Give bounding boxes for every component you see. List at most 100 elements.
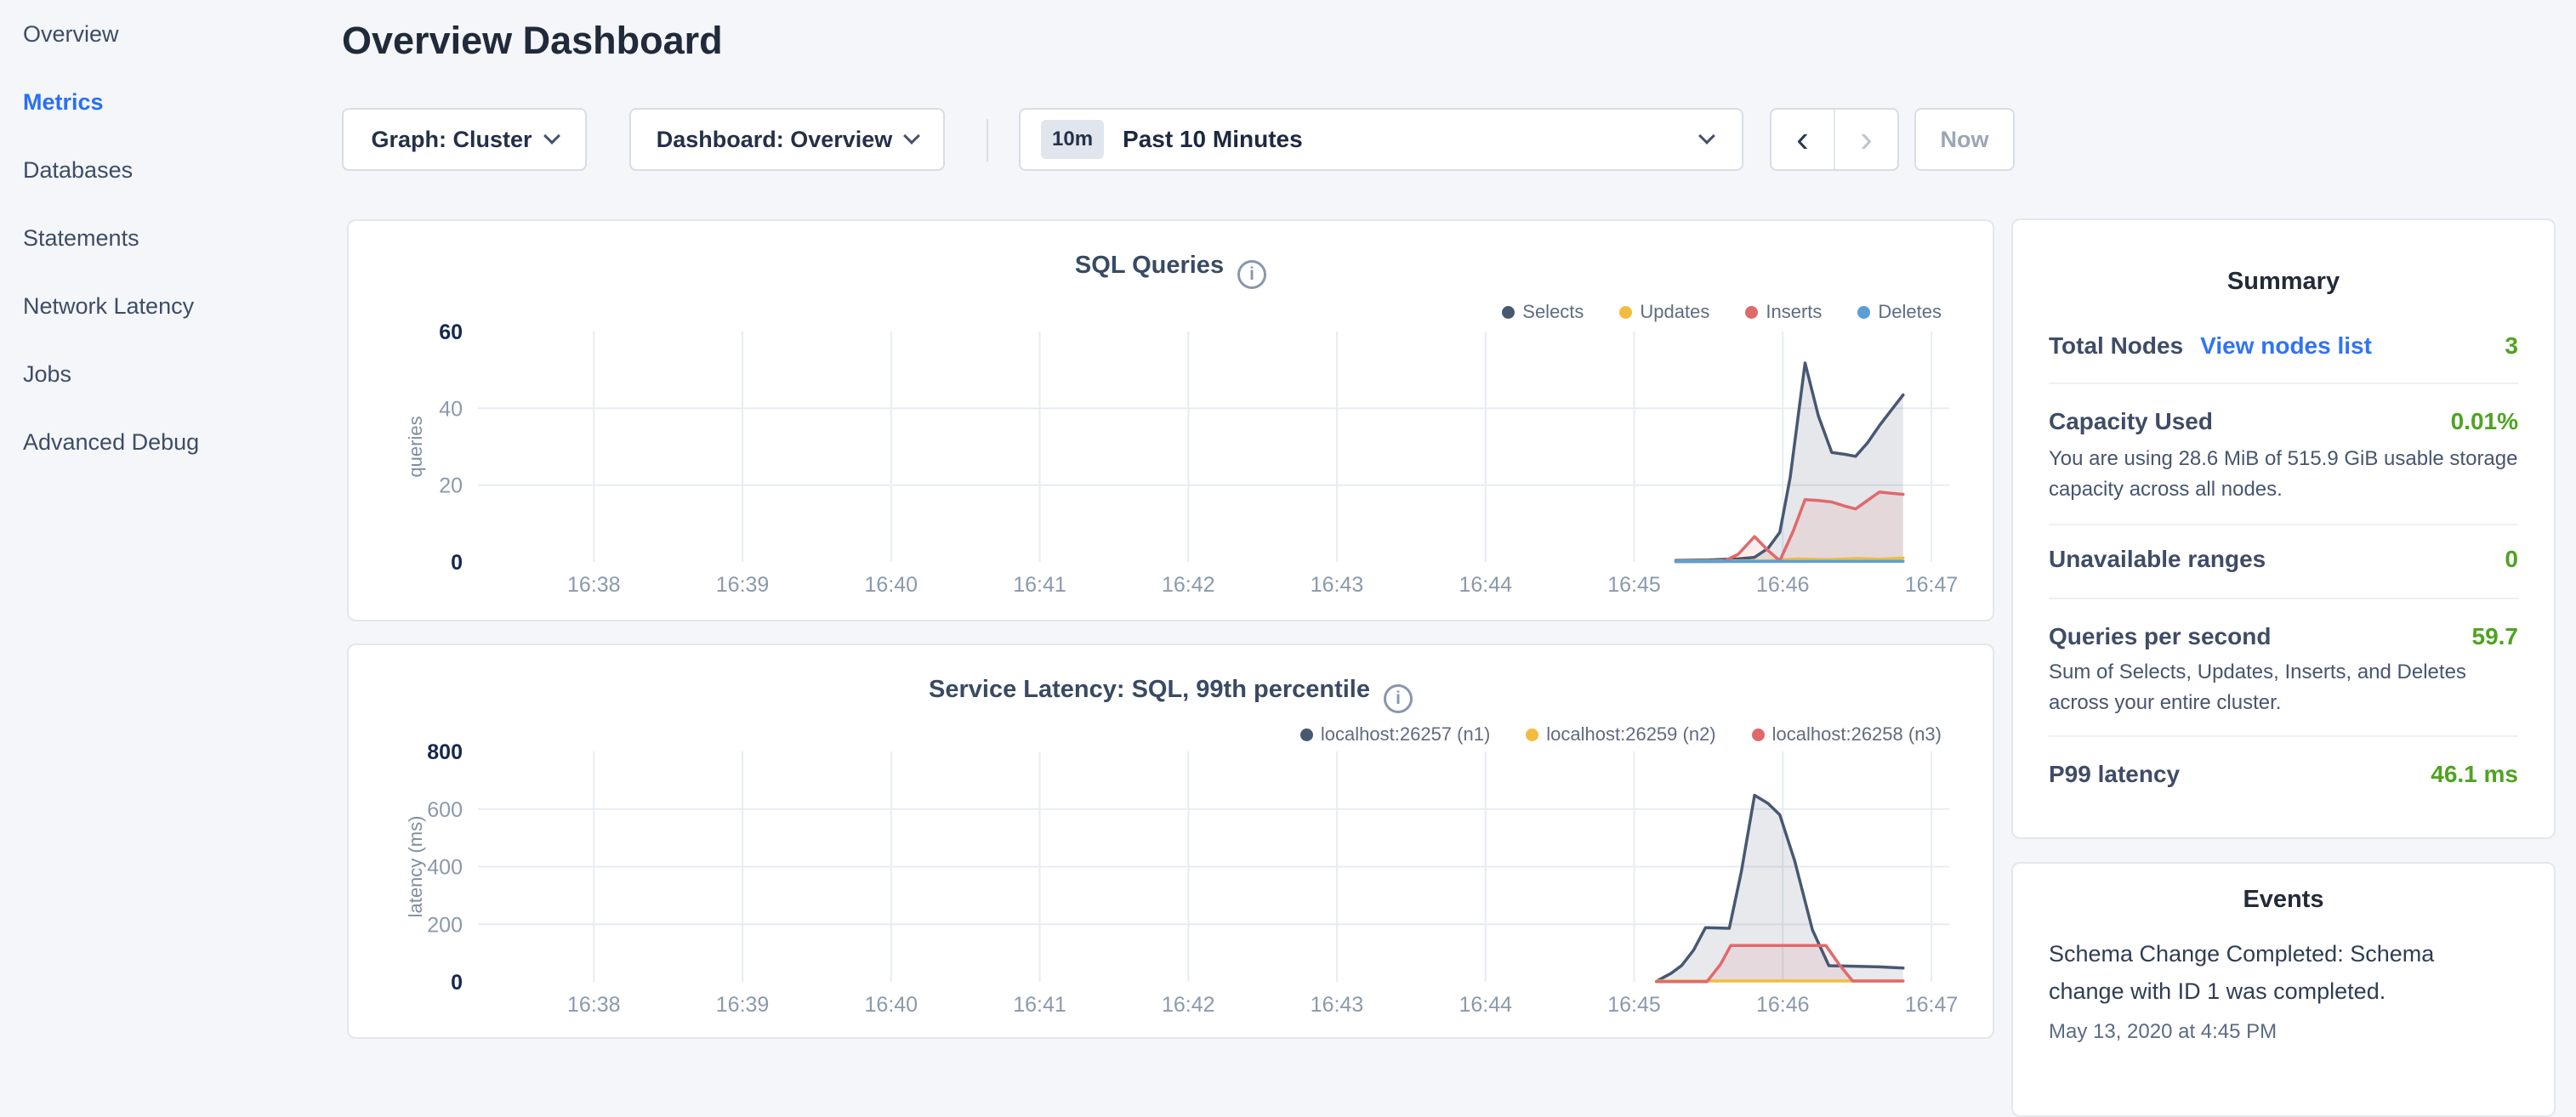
svg-text:16:46: 16:46 (1756, 993, 1810, 1017)
queries-per-second-description: Sum of Selects, Updates, Inserts, and De… (2049, 657, 2527, 718)
sidebar-item-metrics[interactable]: Metrics (23, 68, 342, 136)
svg-text:16:46: 16:46 (1756, 573, 1810, 597)
time-range-dropdown[interactable]: 10m Past 10 Minutes (1019, 108, 1743, 171)
svg-text:16:45: 16:45 (1607, 993, 1661, 1017)
legend-dot-icon (1526, 729, 1538, 741)
info-icon[interactable]: i (1384, 684, 1413, 713)
sidebar-item-network-latency[interactable]: Network Latency (23, 272, 342, 340)
time-range-badge: 10m (1041, 120, 1104, 159)
event-item-text[interactable]: Schema Change Completed: Schema change w… (2049, 935, 2474, 1010)
svg-text:16:39: 16:39 (716, 573, 770, 597)
total-nodes-label: Total Nodes (2049, 332, 2183, 360)
svg-text:0: 0 (451, 551, 463, 575)
summary-title: Summary (2013, 268, 2554, 296)
summary-row-p99-latency: P99 latency 46.1 ms (2049, 761, 2518, 788)
svg-text:600: 600 (427, 798, 463, 822)
legend-label: Deletes (1878, 301, 1942, 323)
svg-text:16:41: 16:41 (1013, 993, 1066, 1017)
capacity-used-label: Capacity Used (2049, 408, 2213, 435)
queries-per-second-label: Queries per second (2049, 623, 2271, 650)
summary-panel: Summary Total Nodes View nodes list 3 Ca… (2011, 218, 2556, 839)
sql-queries-chart: 16:38 16:39 16:40 16:41 16:42 16:43 16:44 16:45… (349, 323, 1993, 616)
chevron-down-icon (543, 128, 560, 145)
legend-dot-icon (1619, 306, 1632, 319)
legend-dot-icon (1752, 729, 1765, 741)
unavailable-ranges-label: Unavailable ranges (2049, 546, 2266, 573)
graph-selector-dropdown[interactable]: Graph: Cluster (342, 108, 587, 171)
capacity-used-value: 0.01% (2451, 408, 2518, 435)
legend-dot-icon (1300, 729, 1313, 741)
legend-label: Selects (1522, 301, 1584, 323)
unavailable-ranges-value: 0 (2505, 546, 2518, 573)
page-title: Overview Dashboard (342, 19, 723, 63)
svg-text:16:45: 16:45 (1607, 573, 1661, 597)
svg-text:800: 800 (427, 743, 463, 764)
svg-text:16:38: 16:38 (567, 573, 621, 597)
legend-item[interactable]: Inserts (1745, 301, 1822, 323)
previous-time-button[interactable]: ‹ (1771, 110, 1835, 169)
svg-text:16:47: 16:47 (1905, 993, 1959, 1017)
sql-queries-legend: Selects Updates Inserts Deletes (1502, 301, 1942, 323)
svg-text:queries: queries (405, 416, 426, 477)
chevron-down-icon (903, 128, 920, 145)
legend-dot-icon (1502, 306, 1515, 319)
svg-text:16:40: 16:40 (865, 573, 918, 597)
dashboard-selector-dropdown[interactable]: Dashboard: Overview (629, 108, 945, 171)
svg-text:latency (ms): latency (ms) (405, 816, 426, 918)
p99-latency-value: 46.1 ms (2431, 761, 2518, 788)
sidebar-item-advanced-debug[interactable]: Advanced Debug (23, 408, 342, 476)
divider (2049, 383, 2518, 384)
svg-text:16:43: 16:43 (1311, 993, 1364, 1017)
time-range-label: Past 10 Minutes (1123, 126, 1303, 153)
p99-latency-label: P99 latency (2049, 761, 2180, 788)
legend-item[interactable]: Selects (1502, 301, 1584, 323)
queries-per-second-value: 59.7 (2472, 623, 2519, 650)
next-time-button[interactable]: › (1835, 110, 1897, 169)
now-button[interactable]: Now (1914, 108, 2015, 171)
divider (2049, 524, 2518, 525)
overview-dashboard-page: { "sidebar": { "items": [ {"label": "Ove… (0, 0, 2576, 1051)
sql-queries-chart-card: SQL Queries i Selects Updates Inserts Delete… (347, 219, 1994, 621)
legend-dot-icon (1857, 306, 1870, 319)
service-latency-chart-title: Service Latency: SQL, 99th percentile (929, 676, 1370, 703)
legend-item[interactable]: Updates (1619, 301, 1709, 323)
svg-text:40: 40 (439, 397, 463, 421)
svg-text:16:44: 16:44 (1459, 993, 1513, 1017)
service-latency-chart-card: Service Latency: SQL, 99th percentile i l… (347, 644, 1994, 1039)
sql-queries-chart-title: SQL Queries (1075, 252, 1224, 279)
svg-text:60: 60 (439, 323, 463, 344)
chevron-down-icon (1698, 128, 1715, 145)
sidebar-item-databases[interactable]: Databases (23, 136, 342, 204)
legend-dot-icon (1745, 306, 1758, 319)
svg-text:0: 0 (451, 971, 463, 995)
divider (2049, 598, 2518, 599)
time-step-button-group: ‹ › (1770, 108, 1899, 171)
chart-title-row: Service Latency: SQL, 99th percentile i (349, 676, 1993, 713)
events-panel: Events Schema Change Completed: Schema c… (2011, 862, 2556, 1117)
sidebar-item-statements[interactable]: Statements (23, 204, 342, 272)
summary-row-unavailable-ranges: Unavailable ranges 0 (2049, 546, 2518, 573)
summary-row-queries-per-second: Queries per second 59.7 (2049, 623, 2518, 650)
sidebar-item-overview[interactable]: Overview (23, 0, 342, 68)
view-nodes-list-link[interactable]: View nodes list (2200, 332, 2372, 360)
legend-label: Updates (1640, 301, 1709, 323)
sidebar-item-jobs[interactable]: Jobs (23, 340, 342, 408)
svg-text:16:42: 16:42 (1162, 573, 1215, 597)
svg-text:400: 400 (427, 856, 463, 880)
svg-text:16:47: 16:47 (1905, 573, 1959, 597)
svg-text:16:43: 16:43 (1311, 573, 1364, 597)
svg-text:16:38: 16:38 (567, 993, 621, 1017)
svg-text:16:39: 16:39 (716, 993, 770, 1017)
svg-text:200: 200 (427, 913, 463, 937)
summary-row-total-nodes: Total Nodes View nodes list 3 (2049, 332, 2518, 360)
info-icon[interactable]: i (1237, 260, 1266, 289)
svg-text:16:44: 16:44 (1459, 573, 1513, 597)
svg-text:16:42: 16:42 (1162, 993, 1215, 1017)
summary-row-capacity-used: Capacity Used 0.01% (2049, 408, 2518, 435)
divider (2049, 735, 2518, 737)
legend-item[interactable]: Deletes (1857, 301, 1942, 323)
legend-label: Inserts (1766, 301, 1822, 323)
capacity-used-description: You are using 28.6 MiB of 515.9 GiB usab… (2049, 444, 2527, 505)
total-nodes-value: 3 (2505, 332, 2518, 360)
svg-text:16:41: 16:41 (1013, 573, 1066, 597)
